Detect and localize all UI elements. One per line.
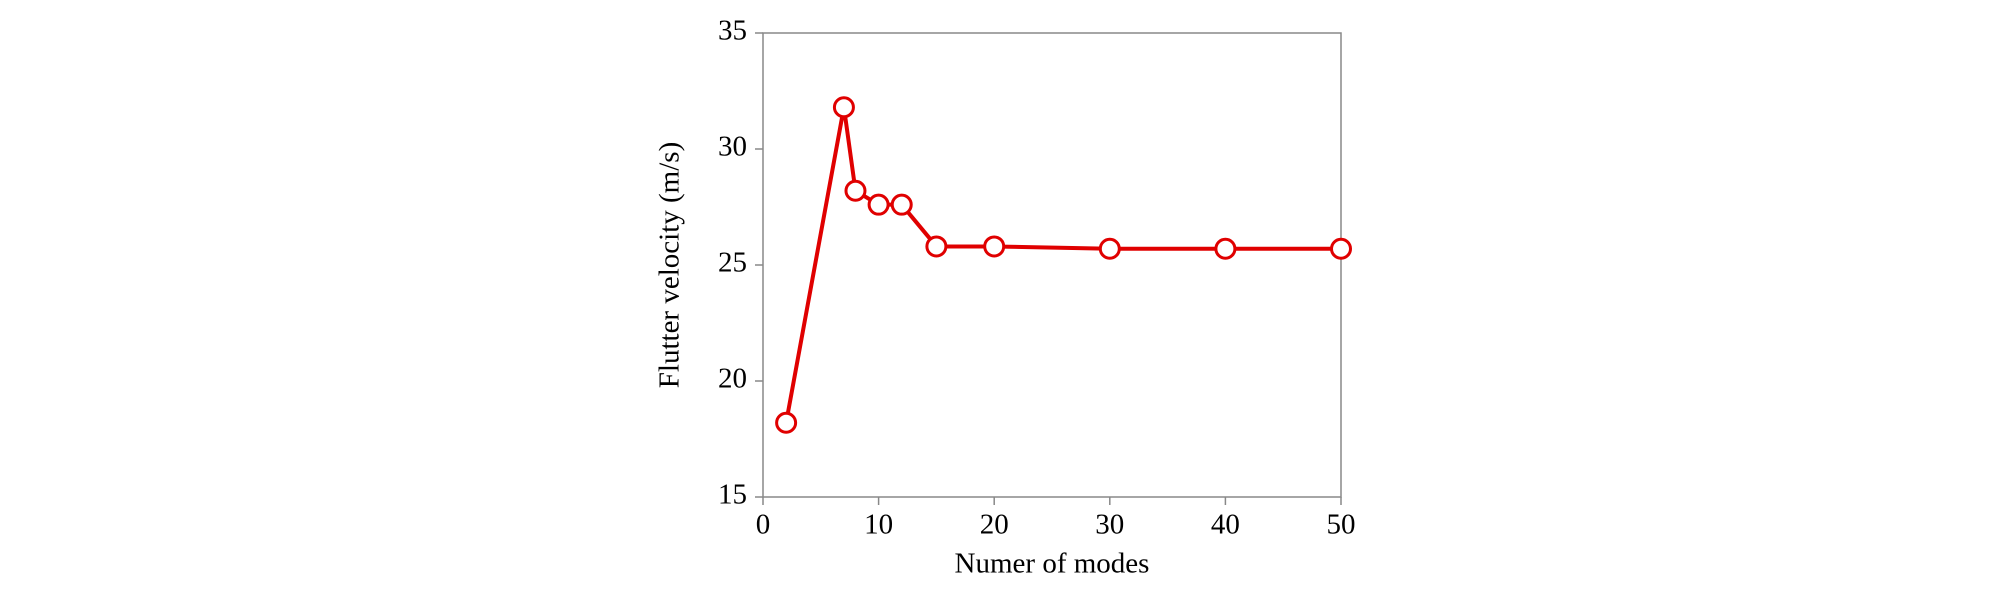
data-point [1098,237,1121,260]
data-point [983,235,1006,258]
y-tick-label: 15 [718,479,747,511]
x-axis-label: Numer of modes [955,548,1150,580]
data-point [844,179,867,202]
y-tick-label: 25 [718,247,747,279]
data-point [1214,237,1237,260]
x-tick-label: 10 [864,509,893,541]
data-line [784,105,1341,424]
y-tick-label: 35 [718,15,747,47]
x-tick-label: 20 [980,509,1009,541]
x-tick-label: 0 [756,509,771,541]
x-tick-label: 40 [1211,509,1240,541]
data-point [867,193,890,216]
data-point [925,235,948,258]
y-tick-label: 30 [718,131,747,163]
data-point [1330,237,1352,260]
x-tick-label: 30 [1095,509,1124,541]
y-axis-label: Flutter velocity (m/s) [654,142,686,388]
x-tick-label: 50 [1327,509,1356,541]
data-point [890,193,913,216]
data-point [832,96,855,119]
y-tick-label: 20 [718,363,747,395]
data-point [775,411,798,434]
